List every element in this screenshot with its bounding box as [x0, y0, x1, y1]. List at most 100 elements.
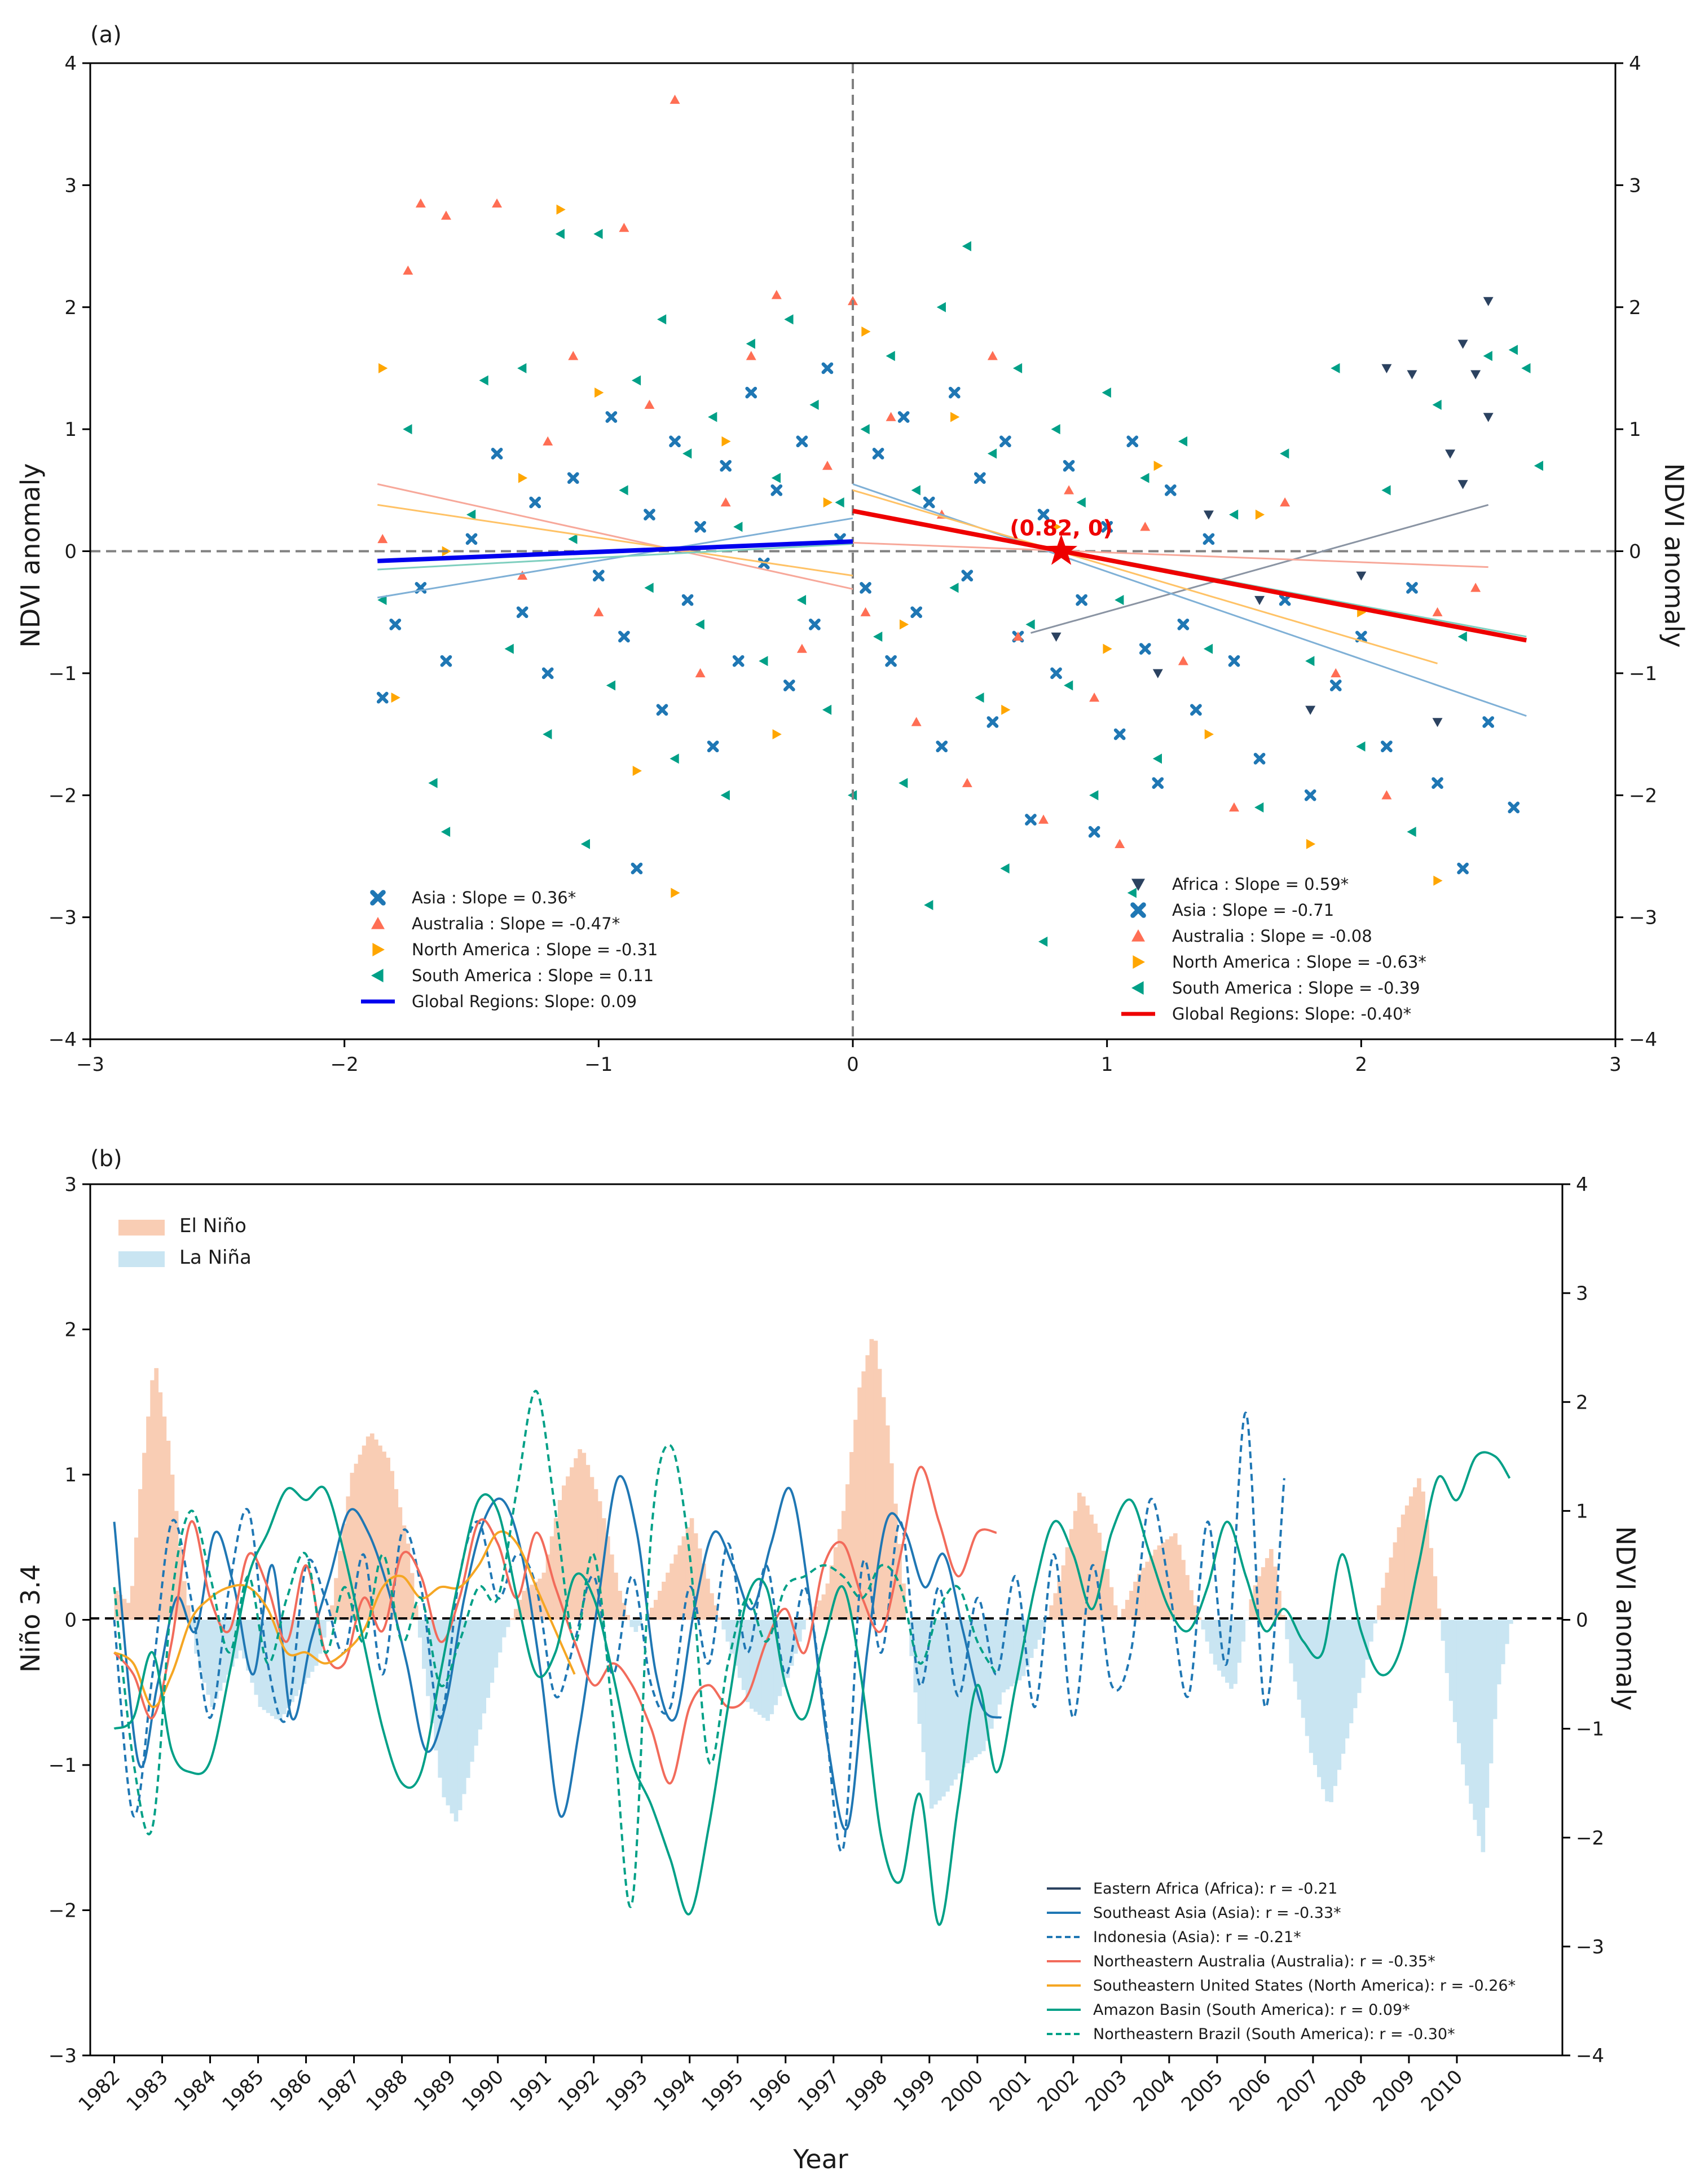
nino-bar — [346, 1496, 351, 1620]
nino-bar — [761, 1620, 766, 1718]
b-y-tick-label-0: −3 — [49, 2045, 77, 2067]
point-south-america-71 — [1534, 461, 1543, 471]
y-tick-label-6: 2 — [64, 297, 77, 319]
point-south-america-59 — [1229, 509, 1239, 520]
nino-bar — [170, 1475, 175, 1620]
point-north-america-6 — [632, 765, 642, 776]
nino-bar — [453, 1620, 459, 1822]
point-asia-46-stroke-b — [1063, 460, 1075, 472]
point-south-america-58 — [1203, 643, 1213, 654]
point-australia-29 — [1115, 839, 1125, 848]
point-asia-0 — [376, 691, 389, 704]
point-asia-3 — [440, 655, 452, 667]
nino-bar — [1349, 1620, 1354, 1723]
b-y-tick-label-2: −1 — [49, 1754, 77, 1777]
panel-a-label: (a) — [90, 22, 122, 48]
nino-bar — [1437, 1608, 1442, 1620]
nino-bar — [262, 1620, 267, 1710]
point-asia-24-stroke-b — [770, 484, 783, 496]
point-asia-53-stroke-b — [1152, 777, 1164, 789]
nino-bar — [1233, 1620, 1237, 1684]
point-asia-56 — [1190, 704, 1202, 716]
point-australia-30 — [1140, 522, 1151, 531]
nino-bar — [1365, 1620, 1369, 1660]
point-africa-1 — [1152, 669, 1163, 678]
point-asia-33-stroke-b — [897, 411, 910, 423]
y-right-tick-label-2: −2 — [1629, 784, 1657, 807]
point-asia-64-stroke-b — [1381, 740, 1393, 753]
point-asia-43 — [1025, 814, 1037, 826]
nino-bar — [474, 1620, 478, 1746]
point-asia-18-stroke-b — [694, 520, 706, 533]
nino-bar — [1097, 1533, 1102, 1620]
nino-bar — [653, 1600, 658, 1620]
point-asia-8 — [541, 667, 554, 680]
nino-bar — [1081, 1496, 1086, 1620]
nino-bar — [1509, 1620, 1513, 1624]
nino-bar — [717, 1617, 722, 1620]
nino-bar — [917, 1620, 922, 1724]
nino-bar — [1101, 1551, 1106, 1620]
y-right-tick-label-7: 3 — [1629, 174, 1641, 197]
nino-bar — [270, 1620, 275, 1717]
x-tick-label-2: −1 — [584, 1053, 613, 1076]
point-north-america-12 — [899, 619, 909, 630]
nino-bar — [146, 1417, 151, 1620]
nino-bar — [1041, 1620, 1046, 1630]
point-australia-4 — [492, 198, 503, 208]
point-south-america-12 — [593, 228, 603, 239]
nino-bar — [1341, 1620, 1346, 1754]
point-asia-1 — [389, 618, 402, 630]
nino-bar — [1408, 1496, 1413, 1620]
nino-bar — [1253, 1585, 1258, 1620]
point-north-america-7 — [671, 888, 680, 898]
point-south-america-47 — [1038, 936, 1048, 947]
point-asia-16 — [669, 435, 681, 448]
nino-bar — [1073, 1511, 1078, 1620]
nino-bar — [725, 1620, 730, 1642]
nino-bar — [825, 1583, 830, 1620]
point-south-america-37 — [911, 485, 921, 496]
point-australia-37 — [1470, 583, 1481, 592]
point-africa-5 — [1356, 571, 1367, 581]
point-asia-12 — [618, 630, 630, 643]
b-y-tick-label-3: 0 — [64, 1609, 77, 1632]
nino-bar — [921, 1620, 926, 1753]
nino-bar — [1504, 1620, 1509, 1644]
legend-right-marker-3 — [1133, 955, 1145, 969]
point-south-america-11 — [580, 839, 590, 849]
nino-bar — [1297, 1620, 1302, 1700]
point-asia-13-stroke-b — [631, 862, 643, 875]
nino-bar — [865, 1355, 870, 1620]
point-australia-13 — [720, 497, 731, 507]
nino-bar — [158, 1392, 163, 1620]
fit-asia-left — [377, 517, 853, 599]
point-australia-11 — [670, 94, 680, 104]
nino-bar — [482, 1620, 486, 1714]
nino-bar — [1133, 1581, 1138, 1620]
point-south-america-68 — [1457, 631, 1467, 642]
nino-bar — [438, 1620, 443, 1778]
nino-bar — [1321, 1620, 1325, 1789]
nino-bar — [1500, 1620, 1505, 1665]
point-asia-69 — [1508, 801, 1520, 814]
point-asia-30 — [860, 582, 871, 594]
fit-africa-right — [1030, 504, 1489, 634]
point-asia-58 — [1228, 655, 1240, 667]
point-north-america-16 — [1103, 643, 1112, 654]
nino-bar — [1488, 1620, 1494, 1764]
panel-b-y-axis-label: Niño 3.4 — [15, 1564, 46, 1673]
nino-bar — [837, 1529, 842, 1620]
point-africa-4 — [1305, 705, 1316, 715]
point-south-america-44 — [1000, 863, 1010, 874]
point-south-america-20 — [695, 619, 704, 630]
point-australia-32 — [1229, 802, 1239, 812]
nino-bar — [1289, 1620, 1294, 1664]
point-asia-41 — [999, 435, 1011, 448]
nino-bar — [490, 1620, 495, 1683]
nino-bar — [706, 1578, 710, 1620]
point-asia-56-stroke-b — [1190, 704, 1202, 716]
point-africa-6 — [1381, 364, 1392, 373]
point-australia-17 — [822, 461, 833, 470]
